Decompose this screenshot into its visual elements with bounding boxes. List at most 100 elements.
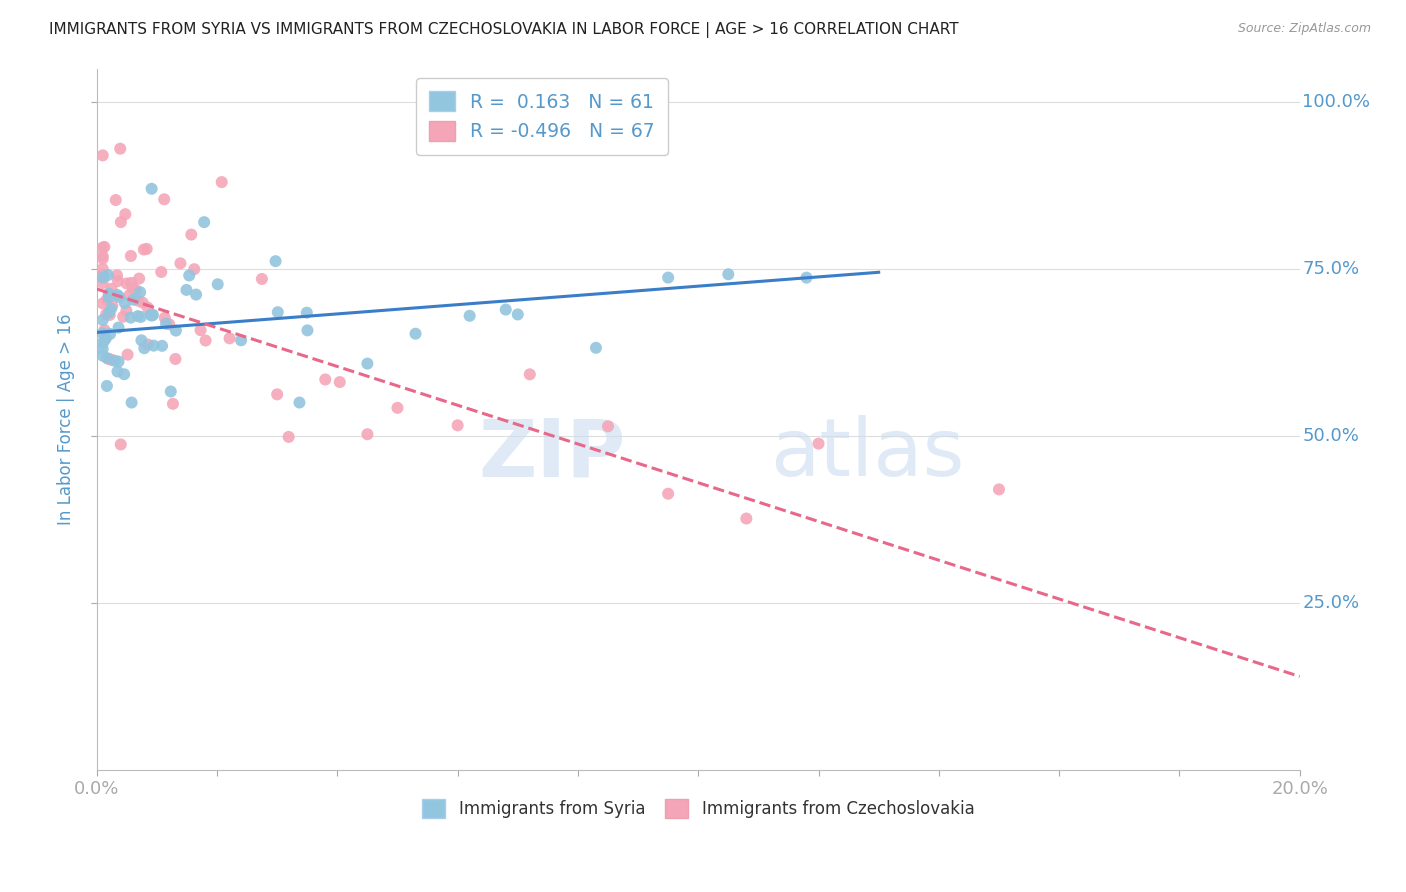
Point (297, 323, 319, 337)
Text: 25.0%: 25.0% (1302, 594, 1360, 612)
Point (97, 290, 120, 304)
Point (117, 348, 139, 362)
Point (277, 430, 299, 444)
Point (142, 308, 165, 322)
Point (288, 395, 311, 409)
Point (180, 227, 202, 242)
Point (267, 305, 290, 319)
Point (184, 287, 207, 301)
Point (120, 276, 142, 290)
Point (91, 268, 114, 282)
Point (101, 299, 124, 313)
Point (134, 341, 156, 355)
Point (112, 368, 135, 382)
Point (153, 192, 176, 206)
Point (91, 296, 114, 310)
Point (218, 331, 240, 345)
Point (159, 384, 181, 399)
Point (519, 368, 541, 382)
Point (100, 282, 122, 296)
Legend: Immigrants from Syria, Immigrants from Czechoslovakia: Immigrants from Syria, Immigrants from C… (415, 793, 981, 825)
Point (183, 262, 205, 277)
Point (139, 308, 162, 322)
Point (114, 207, 136, 221)
Point (93, 333, 115, 347)
Point (128, 271, 150, 285)
Point (107, 320, 129, 334)
Point (129, 310, 152, 324)
Point (387, 401, 409, 415)
Point (91, 276, 114, 290)
Point (107, 274, 129, 288)
Point (153, 310, 176, 325)
Point (91, 326, 114, 341)
Point (94, 332, 117, 346)
Point (104, 353, 127, 368)
Point (91, 252, 114, 266)
Point (91, 148, 114, 162)
Point (97, 286, 120, 301)
Point (169, 256, 191, 270)
Text: 50.0%: 50.0% (1302, 427, 1360, 445)
Point (104, 193, 127, 207)
Point (295, 306, 318, 320)
Point (110, 142, 132, 156)
Point (96, 379, 118, 393)
Point (91, 335, 114, 350)
Point (93, 323, 115, 337)
Point (657, 270, 679, 285)
Point (162, 397, 184, 411)
Point (190, 323, 212, 337)
Point (125, 283, 148, 297)
Point (141, 182, 163, 196)
Point (458, 309, 481, 323)
Point (107, 288, 129, 302)
Point (122, 293, 145, 307)
Point (120, 249, 142, 263)
Point (194, 334, 217, 348)
Point (211, 175, 233, 189)
Point (91, 342, 114, 356)
Point (150, 265, 173, 279)
Point (105, 268, 128, 283)
Point (98, 305, 121, 319)
Point (506, 308, 529, 322)
Point (91, 261, 114, 276)
Text: IMMIGRANTS FROM SYRIA VS IMMIGRANTS FROM CZECHOSLOVAKIA IN LABOR FORCE | AGE > 1: IMMIGRANTS FROM SYRIA VS IMMIGRANTS FROM… (49, 22, 959, 38)
Text: atlas: atlas (770, 416, 965, 493)
Point (314, 372, 336, 386)
Point (91, 313, 114, 327)
Point (127, 293, 149, 308)
Point (98, 326, 121, 341)
Point (107, 364, 129, 378)
Point (96, 293, 118, 307)
Point (114, 296, 136, 310)
Point (356, 357, 378, 371)
Point (141, 309, 163, 323)
Point (115, 277, 138, 291)
Point (179, 268, 201, 283)
Point (807, 436, 830, 450)
Point (585, 341, 607, 355)
Point (135, 242, 157, 256)
Point (91, 249, 114, 263)
Point (131, 334, 153, 348)
Text: Source: ZipAtlas.com: Source: ZipAtlas.com (1237, 22, 1371, 36)
Point (107, 354, 129, 368)
Point (100, 301, 122, 316)
Point (91, 349, 114, 363)
Point (735, 511, 758, 525)
Point (356, 427, 378, 442)
Point (264, 254, 287, 268)
Point (112, 310, 135, 324)
Point (121, 281, 143, 295)
Point (136, 337, 159, 351)
Point (127, 309, 149, 323)
Point (657, 486, 679, 500)
Point (132, 243, 155, 257)
Point (98, 308, 121, 322)
Point (120, 310, 142, 325)
Point (988, 483, 1011, 497)
Point (176, 283, 198, 297)
Point (165, 351, 187, 366)
